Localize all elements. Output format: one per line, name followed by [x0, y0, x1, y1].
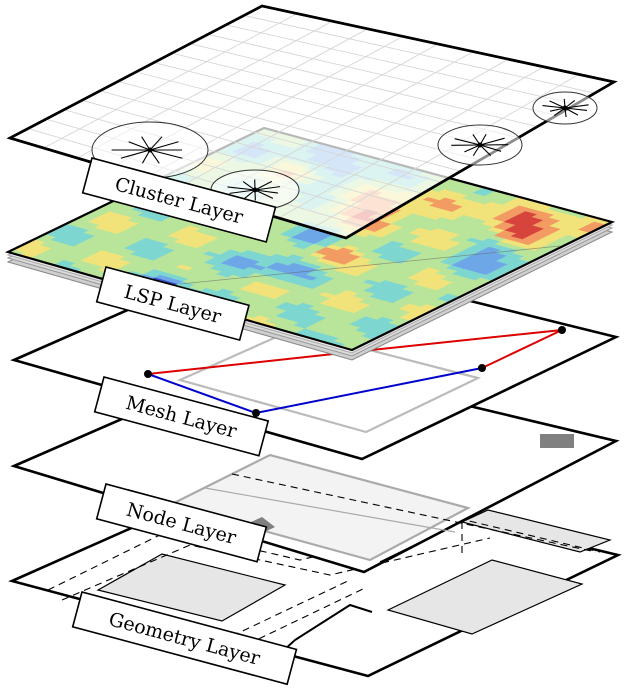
geometry-corridor-line-3: [231, 579, 351, 637]
mesh-red-path: [147, 329, 563, 375]
label-geometry-box: [71, 591, 298, 686]
geometry-room-right: [386, 559, 584, 635]
label-lsp-box: [95, 266, 250, 342]
lsp-midline: [179, 245, 561, 285]
label-node-box: [95, 483, 268, 563]
node-dash-1: [231, 473, 597, 553]
mesh-region: [176, 328, 482, 434]
node-divider: [204, 487, 456, 533]
mesh-node-4: [558, 326, 566, 334]
starburst-icon: [91, 121, 209, 179]
geometry-room-top-right: [460, 509, 612, 553]
node-edge-lower: [379, 539, 426, 563]
starburst-icon: [437, 124, 523, 166]
starburst-icon: [532, 91, 598, 125]
cluster-grid-line: [43, 13, 298, 149]
cluster-markers: [91, 91, 598, 211]
mesh-node-2: [252, 409, 260, 417]
cluster-grid-line: [278, 66, 544, 219]
mesh-node-1: [144, 370, 152, 378]
geometry-corridor-line-1: [47, 519, 601, 591]
label-cluster-box: [81, 157, 277, 243]
label-mesh-box: [93, 376, 270, 457]
cluster-grid-line: [177, 43, 439, 189]
geometry-corridor-line-2: [61, 537, 491, 601]
mesh-node-3: [478, 364, 486, 372]
node-block-right: [540, 434, 574, 448]
geometry-corridor-line-4: [247, 587, 366, 645]
